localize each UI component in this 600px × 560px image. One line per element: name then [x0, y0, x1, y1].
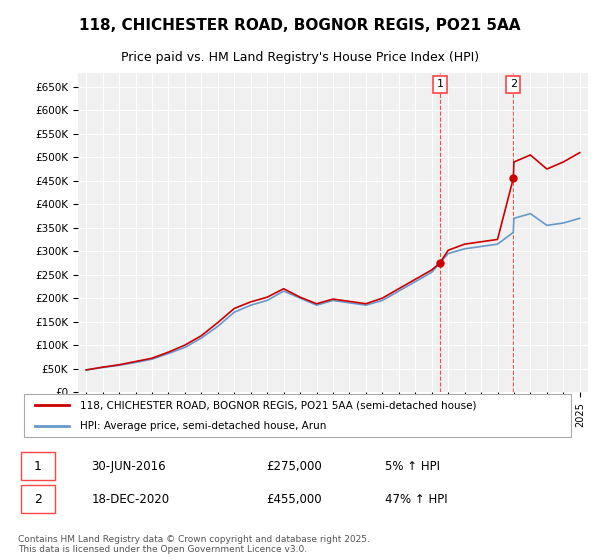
Text: 2: 2 — [34, 492, 41, 506]
Text: 118, CHICHESTER ROAD, BOGNOR REGIS, PO21 5AA (semi-detached house): 118, CHICHESTER ROAD, BOGNOR REGIS, PO21… — [80, 400, 476, 410]
Text: 30-JUN-2016: 30-JUN-2016 — [91, 460, 166, 473]
FancyBboxPatch shape — [23, 394, 571, 437]
Text: 47% ↑ HPI: 47% ↑ HPI — [385, 492, 447, 506]
FancyBboxPatch shape — [21, 452, 55, 480]
Text: Contains HM Land Registry data © Crown copyright and database right 2025.
This d: Contains HM Land Registry data © Crown c… — [18, 535, 370, 554]
Text: HPI: Average price, semi-detached house, Arun: HPI: Average price, semi-detached house,… — [80, 421, 326, 431]
Text: Price paid vs. HM Land Registry's House Price Index (HPI): Price paid vs. HM Land Registry's House … — [121, 51, 479, 64]
Text: 1: 1 — [436, 79, 443, 89]
Text: £275,000: £275,000 — [266, 460, 322, 473]
Text: 118, CHICHESTER ROAD, BOGNOR REGIS, PO21 5AA: 118, CHICHESTER ROAD, BOGNOR REGIS, PO21… — [79, 18, 521, 33]
Text: £455,000: £455,000 — [266, 492, 322, 506]
Text: 2: 2 — [510, 79, 517, 89]
Text: 5% ↑ HPI: 5% ↑ HPI — [385, 460, 440, 473]
FancyBboxPatch shape — [21, 485, 55, 513]
Text: 1: 1 — [34, 460, 41, 473]
Text: 18-DEC-2020: 18-DEC-2020 — [91, 492, 169, 506]
